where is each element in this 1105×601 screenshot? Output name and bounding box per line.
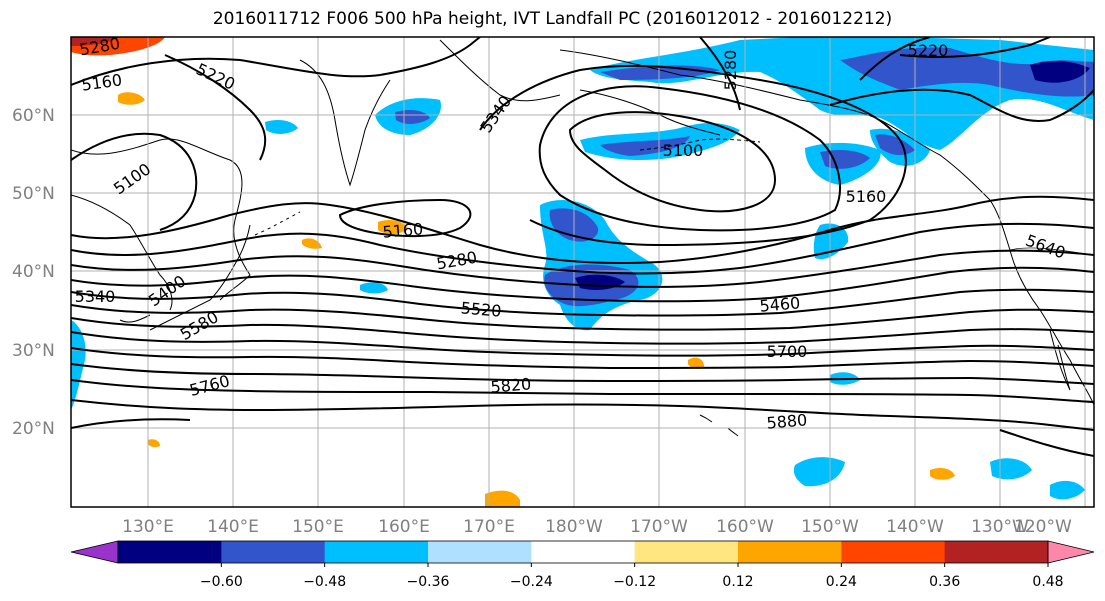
colorbar-tick-label: −0.36 <box>407 574 450 590</box>
lon-label-170w: 170°W <box>630 517 688 537</box>
colorbar-tick-label: −0.60 <box>200 574 243 590</box>
colorbar-tick-label: 0.36 <box>929 574 960 590</box>
colorbar-segment <box>221 541 326 563</box>
ivt-negative-region <box>1050 480 1085 500</box>
ivt-positive-region <box>118 92 145 105</box>
colorbar-tick-label: −0.24 <box>510 574 553 590</box>
ivt-positive-region <box>930 468 955 480</box>
ivt-negative-region <box>820 150 870 169</box>
contour-label: 5160 <box>382 219 424 241</box>
colorbar-tick-label: −0.12 <box>613 574 656 590</box>
ivt-negative-region <box>1030 60 1090 83</box>
lat-label-50n: 50°N <box>12 184 55 204</box>
lat-label-40n: 40°N <box>12 262 55 282</box>
colorbar-segment <box>944 541 1049 563</box>
plot-border <box>70 36 1095 508</box>
lon-label-120w-visible: 120°W <box>1014 517 1072 537</box>
colorbar-segment <box>428 541 532 563</box>
latitude-labels: 60°N 50°N 40°N 30°N 20°N <box>12 106 55 439</box>
lon-label-180w: 180°W <box>545 517 603 537</box>
colorbar-segment <box>118 541 222 563</box>
colorbar-frame <box>117 540 1049 564</box>
contour-label: 5100 <box>663 141 704 160</box>
ivt-positive-region <box>71 37 120 46</box>
colorbar-ticks: −0.60 −0.48 −0.36 −0.24 −0.12 0.12 0.24 0.36 0.4… <box>200 563 1064 590</box>
lon-label-150w: 150°W <box>801 517 859 537</box>
lon-label-160e: 160°E <box>378 517 430 537</box>
lon-label-160w: 160°W <box>716 517 774 537</box>
ivt-positive-region <box>688 357 705 369</box>
lon-label-140w: 140°W <box>886 517 944 537</box>
contour-label: 5880 <box>766 410 808 432</box>
lon-label-150e: 150°E <box>292 517 344 537</box>
longitude-labels: 130°E 140°E 150°E 160°E 170°E 180°W 170°… <box>122 517 1072 537</box>
ivt-negative-region <box>265 120 298 134</box>
ivt-shading <box>71 37 1094 507</box>
ivt-positive-region <box>485 490 520 507</box>
colorbar-tick-label: 0.12 <box>722 574 753 590</box>
contour-label: 5520 <box>460 298 502 320</box>
ivt-negative-region <box>360 282 388 294</box>
contour-label: 5700 <box>767 342 808 361</box>
coastlines <box>71 39 1094 437</box>
colorbar <box>70 540 1095 564</box>
height-contours <box>71 37 1094 457</box>
colorbar-extend-max <box>1047 540 1095 564</box>
lat-label-30n: 30°N <box>12 341 55 361</box>
ivt-positive-region <box>302 238 322 249</box>
colorbar-tick-label: −0.48 <box>303 574 346 590</box>
ivt-positive-region <box>378 220 408 235</box>
colorbar-tick-label: 0.48 <box>1032 574 1063 590</box>
ivt-negative-region <box>840 47 1094 97</box>
ivt-negative-region <box>600 136 690 156</box>
contour-label: 5340 <box>75 287 116 306</box>
colorbar-segment <box>324 541 429 563</box>
map-title: 2016011712 F006 500 hPa height, IVT Land… <box>212 9 893 29</box>
lon-label-140e: 140°E <box>207 517 259 537</box>
colorbar-segment <box>634 541 739 563</box>
colorbar-segment <box>531 541 636 563</box>
ivt-positive-region <box>148 439 160 448</box>
lon-label-130w: 130°W <box>971 517 1029 537</box>
ivt-negative-region <box>793 457 845 487</box>
lon-label-130e: 130°E <box>122 517 174 537</box>
contour-label: 5460 <box>759 293 801 315</box>
contour-label: 5280 <box>721 50 740 91</box>
lat-label-60n: 60°N <box>12 106 55 126</box>
contour-label: 5220 <box>908 41 949 60</box>
colorbar-segment <box>841 541 946 563</box>
contour-label: 5160 <box>846 187 887 206</box>
colorbar-extend-min <box>70 540 119 564</box>
colorbar-tick-label: 0.24 <box>826 574 857 590</box>
contour-label: 5820 <box>490 374 532 396</box>
colorbar-segment <box>738 541 842 563</box>
lat-label-20n: 20°N <box>12 419 55 439</box>
lon-label-170e: 170°E <box>463 517 515 537</box>
